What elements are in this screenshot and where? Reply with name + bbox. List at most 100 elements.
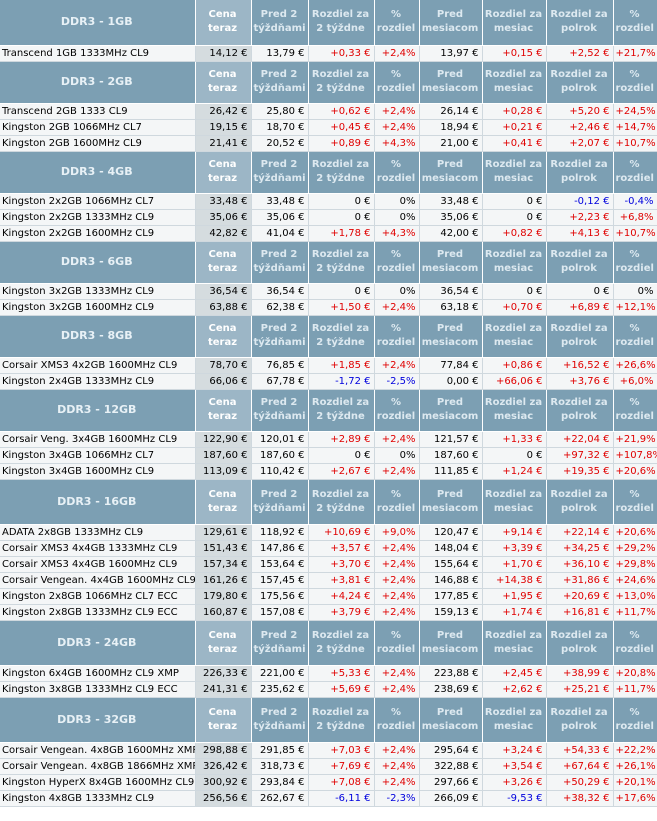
column-header-w2diff: Rozdiel za 2 týždne — [308, 620, 375, 666]
pct-6m: +24,6% — [613, 572, 657, 589]
table-row: Corsair XMS3 4x4GB 1333MHz CL9 151,43 €14… — [0, 540, 657, 557]
price-now: 300,92 € — [195, 774, 252, 791]
price-2w: 235,62 € — [251, 681, 309, 698]
diff-2w: +1,78 € — [308, 225, 375, 242]
table-row: Transcend 1GB 1333MHz CL9 14,12 €13,79 € +… — [0, 45, 657, 62]
diff-1m: +1,70 € — [482, 556, 547, 573]
diff-6m: +38,99 € — [546, 665, 614, 682]
table-row: Kingston HyperX 8x4GB 1600MHz CL9 300,92 … — [0, 774, 657, 791]
pct-2w: +2,4% — [374, 540, 420, 557]
product-name: Kingston 6x4GB 1600MHz CL9 XMP — [0, 665, 196, 682]
price-2w: 157,08 € — [251, 604, 309, 621]
pct-6m: +107,8% — [613, 447, 657, 464]
price-1m: 146,88 € — [419, 572, 483, 589]
diff-6m: +2,07 € — [546, 135, 614, 152]
price-1m: 266,09 € — [419, 790, 483, 807]
column-header-w2pct: % rozdiel — [374, 61, 420, 104]
column-header-h1pct: % rozdiel — [613, 61, 657, 104]
column-header-now: Cena teraz — [195, 151, 252, 194]
price-1m: 322,88 € — [419, 758, 483, 775]
price-2w: 18,70 € — [251, 119, 309, 136]
pct-6m: +13,0% — [613, 588, 657, 605]
price-1m: 159,13 € — [419, 604, 483, 621]
diff-2w: +1,50 € — [308, 299, 375, 316]
group-header: DDR3 - 6GB Cena teraz Pred 2 týždňami Rozdi… — [0, 241, 657, 284]
diff-1m: +0,15 € — [482, 45, 547, 62]
table-row: Kingston 2x2GB 1066MHz CL7 33,48 €33,48 €… — [0, 193, 657, 210]
column-header-m1diff: Rozdiel za mesiac — [482, 0, 547, 46]
column-header-m1: Pred mesiacom — [419, 389, 483, 432]
price-1m: 21,00 € — [419, 135, 483, 152]
product-name: Kingston 3x4GB 1600MHz CL9 — [0, 463, 196, 480]
diff-6m: +5,20 € — [546, 103, 614, 120]
pct-2w: +4,3% — [374, 225, 420, 242]
table-row: Kingston 2x8GB 1066MHz CL7 ECC 179,80 €17… — [0, 588, 657, 605]
price-now: 151,43 € — [195, 540, 252, 557]
price-now: 19,15 € — [195, 119, 252, 136]
column-header-m1diff: Rozdiel za mesiac — [482, 315, 547, 358]
column-header-h1diff: Rozdiel za polrok — [546, 697, 614, 743]
pct-2w: +2,4% — [374, 742, 420, 759]
pct-6m: +20,6% — [613, 524, 657, 541]
price-now: 66,06 € — [195, 373, 252, 390]
product-name: Kingston 2x2GB 1066MHz CL7 — [0, 193, 196, 210]
price-1m: 26,14 € — [419, 103, 483, 120]
column-header-now: Cena teraz — [195, 315, 252, 358]
diff-2w: -6,11 € — [308, 790, 375, 807]
category-title: DDR3 - 4GB — [0, 151, 196, 194]
category-title: DDR3 - 2GB — [0, 61, 196, 104]
table-row: Kingston 2x2GB 1600MHz CL9 42,82 €41,04 €… — [0, 225, 657, 242]
pct-6m: +24,5% — [613, 103, 657, 120]
column-header-now: Cena teraz — [195, 0, 252, 46]
column-header-m1diff: Rozdiel za mesiac — [482, 241, 547, 284]
diff-2w: +5,69 € — [308, 681, 375, 698]
product-name: Kingston 2GB 1066MHz CL7 — [0, 119, 196, 136]
column-header-w2pct: % rozdiel — [374, 697, 420, 743]
table-row: Corsair Vengean. 4x8GB 1866MHz XMP 326,42… — [0, 758, 657, 775]
column-header-now: Cena teraz — [195, 389, 252, 432]
price-now: 298,88 € — [195, 742, 252, 759]
product-name: Kingston 2GB 1600MHz CL9 — [0, 135, 196, 152]
diff-6m: +16,81 € — [546, 604, 614, 621]
diff-6m: +19,35 € — [546, 463, 614, 480]
price-2w: 20,52 € — [251, 135, 309, 152]
price-2w: 221,00 € — [251, 665, 309, 682]
pct-2w: +2,4% — [374, 45, 420, 62]
price-2w: 175,56 € — [251, 588, 309, 605]
column-header-m1: Pred mesiacom — [419, 151, 483, 194]
diff-6m: +22,04 € — [546, 431, 614, 448]
diff-1m: +3,24 € — [482, 742, 547, 759]
diff-1m: +1,95 € — [482, 588, 547, 605]
diff-6m: +4,13 € — [546, 225, 614, 242]
column-header-w2diff: Rozdiel za 2 týždne — [308, 0, 375, 46]
price-now: 33,48 € — [195, 193, 252, 210]
diff-6m: +67,64 € — [546, 758, 614, 775]
diff-1m: -9,53 € — [482, 790, 547, 807]
pct-2w: +2,4% — [374, 681, 420, 698]
table-row: Kingston 2GB 1600MHz CL9 21,41 €20,52 € +0… — [0, 135, 657, 152]
category-title: DDR3 - 6GB — [0, 241, 196, 284]
price-1m: 13,97 € — [419, 45, 483, 62]
price-1m: 33,48 € — [419, 193, 483, 210]
diff-1m: +3,26 € — [482, 774, 547, 791]
diff-6m: +38,32 € — [546, 790, 614, 807]
pct-2w: 0% — [374, 447, 420, 464]
price-1m: 111,85 € — [419, 463, 483, 480]
column-header-w2diff: Rozdiel za 2 týždne — [308, 241, 375, 284]
diff-2w: +7,03 € — [308, 742, 375, 759]
table-row: Kingston 2x2GB 1333MHz CL9 35,06 €35,06 €… — [0, 209, 657, 226]
diff-2w: +3,57 € — [308, 540, 375, 557]
column-header-h1pct: % rozdiel — [613, 151, 657, 194]
column-header-w2: Pred 2 týždňami — [251, 151, 309, 194]
price-now: 157,34 € — [195, 556, 252, 573]
price-2w: 110,42 € — [251, 463, 309, 480]
diff-1m: +3,39 € — [482, 540, 547, 557]
column-header-w2: Pred 2 týždňami — [251, 241, 309, 284]
diff-6m: +31,86 € — [546, 572, 614, 589]
table-row: Corsair XMS3 4x2GB 1600MHz CL9 78,70 €76,… — [0, 357, 657, 374]
table-row: Kingston 2GB 1066MHz CL7 19,15 €18,70 € +0… — [0, 119, 657, 136]
column-header-now: Cena teraz — [195, 620, 252, 666]
price-2w: 318,73 € — [251, 758, 309, 775]
group-header: DDR3 - 12GB Cena teraz Pred 2 týždňami Rozd… — [0, 389, 657, 432]
